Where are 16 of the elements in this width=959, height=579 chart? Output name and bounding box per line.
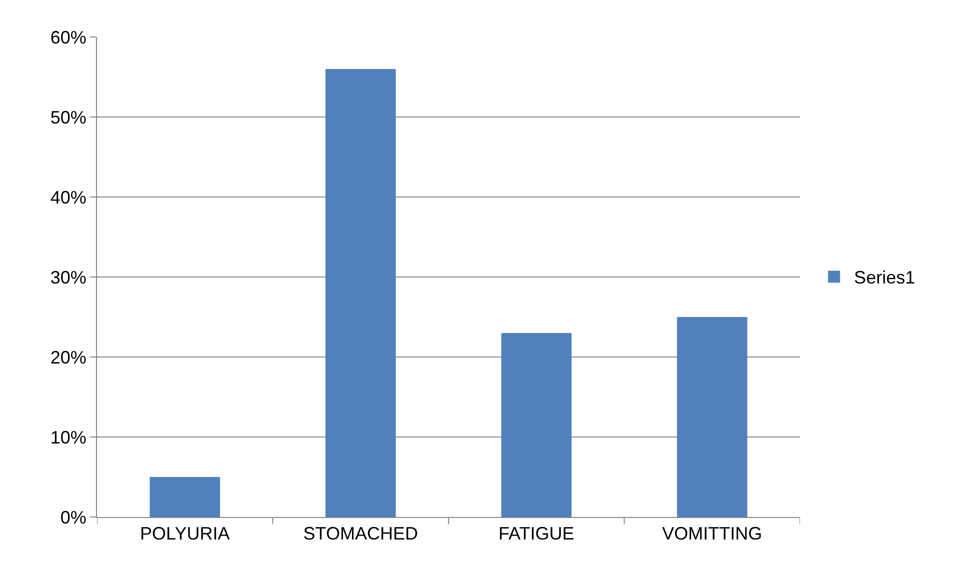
x-tick-label: POLYURIA	[140, 524, 230, 544]
y-tick-label: 0%	[60, 507, 86, 528]
legend-label: Series1	[854, 268, 916, 288]
y-tick-label: 40%	[50, 187, 86, 208]
x-tick-label: FATIGUE	[498, 524, 574, 544]
x-tick-label: VOMITTING	[662, 524, 762, 544]
y-tick-label: 50%	[50, 107, 86, 128]
y-tick-label: 60%	[50, 27, 86, 48]
bar	[676, 317, 748, 517]
bar	[325, 69, 396, 517]
y-tick-label: 10%	[50, 427, 86, 448]
y-tick-label: 30%	[50, 267, 86, 288]
y-tick-label: 20%	[50, 347, 86, 368]
bar	[501, 333, 572, 517]
x-tick-label: STOMACHED	[303, 524, 418, 544]
bar	[150, 477, 220, 517]
